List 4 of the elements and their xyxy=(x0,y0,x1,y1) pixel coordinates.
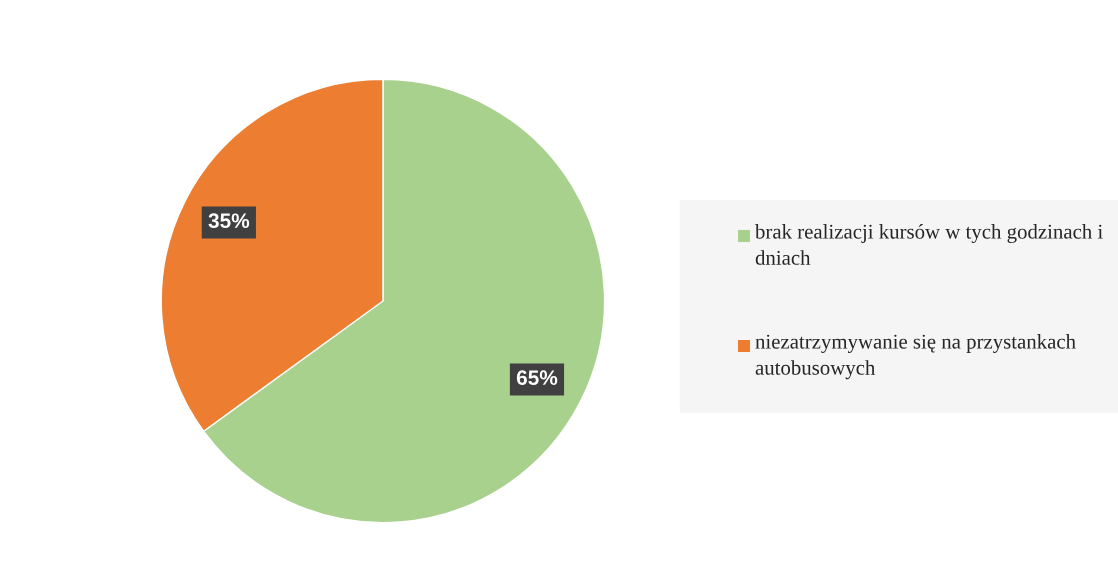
legend-label: brak realizacji kursów w tych godzinach i dniach xyxy=(755,224,1103,265)
legend-label: niezatrzymywanie się na przystankach autobusowych xyxy=(755,334,1076,380)
data-label: 65% xyxy=(516,370,558,386)
data-label: 35% xyxy=(208,213,250,229)
